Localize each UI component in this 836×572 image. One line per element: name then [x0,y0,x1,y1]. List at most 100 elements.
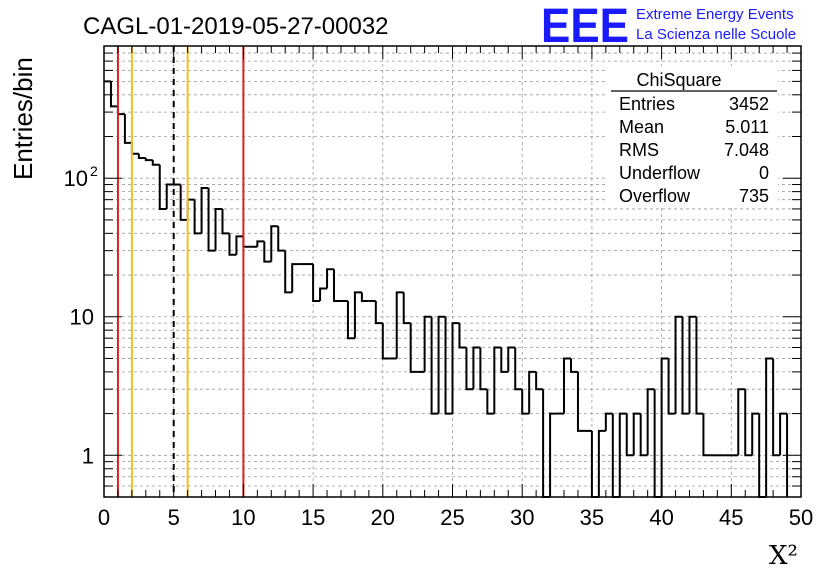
histogram-bin [214,207,223,251]
histogram-bin [151,160,160,166]
histogram-bin [374,300,383,325]
stats-box-background [608,66,778,208]
histogram-bin [402,292,411,325]
histogram-bin [200,186,209,234]
histogram-bin [493,346,502,414]
histogram-bin [535,371,544,391]
x-tick-label: 5 [168,505,180,530]
histogram-bin [542,389,551,498]
histogram-bin [458,323,467,349]
histogram-bin [144,157,153,162]
stats-row-label: Underflow [619,163,701,183]
histogram-bin [639,413,648,457]
histogram-bin [514,347,523,391]
histogram-bin [353,291,362,339]
histogram-bin [186,198,195,220]
x-tick-label: 40 [649,505,673,530]
histogram-bin [312,264,321,302]
eee-logo-line-1: Extreme Energy Events [636,6,794,23]
histogram-bin [116,106,125,116]
histogram-bin [130,142,139,155]
x-tick-label: 15 [301,505,325,530]
histogram-bin [737,388,746,456]
histogram-bin [319,287,328,301]
x-axis-label: X² [769,541,798,571]
stats-row-value: 0 [759,163,769,183]
histogram-bin [465,347,474,391]
histogram-bin [702,413,711,457]
histogram-bin [381,323,390,360]
histogram-bin [109,81,118,108]
eee-logo-line-2: La Scienza nelle Scuole [636,26,796,43]
y-axis-label: Entries/bin [8,57,38,180]
x-tick-label: 30 [510,505,534,530]
chart-title: CAGL-01-2019-05-27-00032 [83,13,389,40]
histogram-bin [779,412,788,456]
histogram-bin [242,236,251,248]
histogram-bin [235,235,244,255]
histogram-bin [193,199,202,235]
histogram-bin [207,187,216,252]
histogram-bin [165,183,174,209]
histogram-bin [409,323,418,373]
histogram-bin [284,250,293,294]
histogram-bin [291,263,300,293]
stats-row-value: 3452 [729,94,769,114]
histogram-bin [695,316,704,415]
stats-box: ChiSquare Entries 3452 Mean 5.011 RMS 7.048 Un… [608,66,778,208]
histogram-bin [333,269,341,302]
histogram-bin [430,316,439,415]
histogram-bin [123,114,132,144]
histogram-bin [576,371,585,432]
histogram-bin [667,358,676,415]
histogram-bin [451,322,460,414]
histogram-bin [137,153,146,159]
histogram-bin [604,412,613,431]
histogram-bin [646,388,655,456]
histogram-bin [618,412,627,497]
histogram-bin [688,315,697,414]
histogram-bin [751,412,760,456]
marker-lines-layer [116,46,245,497]
histogram-bin [765,357,774,497]
histogram-bin [437,315,446,414]
histogram-bin [479,347,488,391]
histogram-bin [179,184,188,221]
histogram-bin [625,413,634,457]
x-tick-label: 0 [98,505,110,530]
histogram-bin [256,240,265,247]
x-tick-label: 45 [719,505,743,530]
histogram-bin [569,358,578,373]
histogram-bin [221,208,230,235]
stats-row-value: 5.011 [725,117,769,137]
histogram-bin [444,316,453,415]
histogram-bin [326,268,335,289]
y-tick-label: 10 [64,166,88,191]
stats-row-label: Entries [619,94,675,114]
stats-box-rows: Entries 3452 Mean 5.011 RMS 7.048 Underflow 0 Ov… [619,94,769,206]
histogram-bin [563,357,571,414]
x-tick-label: 25 [440,505,464,530]
histogram-bin [270,225,279,262]
histogram-bin [263,241,272,263]
stats-row-value: 735 [739,186,769,206]
stats-row-label: Overflow [619,186,691,206]
histogram-bin [528,370,537,414]
histogram-bin [674,315,683,414]
x-tick-label: 10 [231,505,255,530]
histogram-bin [632,412,641,456]
histogram-bin [772,358,781,457]
x-tick-label: 35 [580,505,604,530]
histogram-bin [653,389,662,498]
histogram-bin [346,300,355,340]
histogram-bin [590,430,599,498]
eee-logo: EEE Extreme Energy Events La Scienza nel… [541,0,796,53]
histogram-bin [277,226,286,252]
histogram-bin [549,412,558,497]
histogram-bin [507,346,516,372]
histogram-bin [597,429,606,497]
y-tick-label: 10 [70,305,94,330]
x-tick-label: 20 [371,505,395,530]
histogram-bin [423,315,432,372]
